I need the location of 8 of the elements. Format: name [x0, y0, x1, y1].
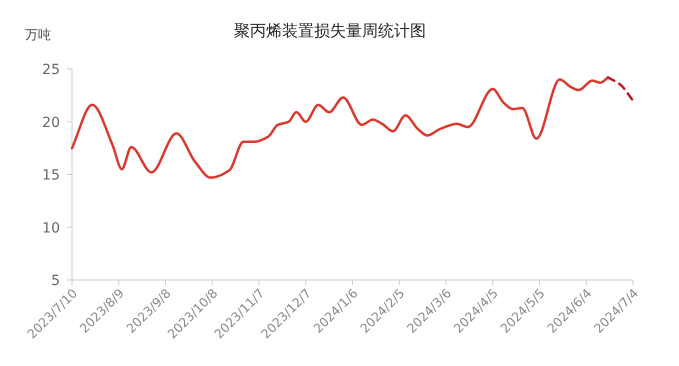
y-tick-label: 20 — [42, 114, 60, 131]
y-tick-label: 25 — [42, 62, 60, 78]
y-tick-label: 5 — [51, 273, 60, 289]
line-series — [70, 76, 610, 179]
chart-title: 聚丙烯装置损失量周统计图 — [234, 21, 426, 40]
y-tick-label: 10 — [42, 220, 60, 236]
y-axis-title: 万吨 — [25, 28, 51, 43]
y-tick-label: 15 — [42, 168, 60, 184]
